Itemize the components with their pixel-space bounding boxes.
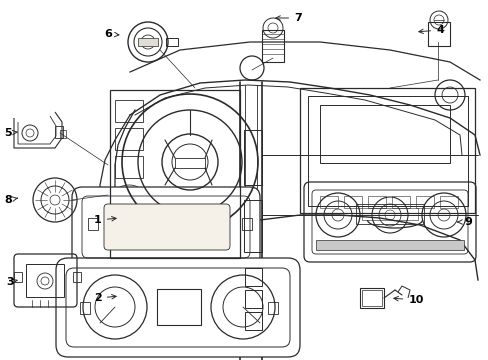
Bar (138, 38, 158, 46)
Text: 8: 8 (4, 195, 18, 205)
Bar (244, 130, 262, 185)
Bar (244, 290, 262, 308)
Text: 5: 5 (4, 128, 18, 138)
Text: 3: 3 (6, 277, 17, 287)
Bar (88, 218, 98, 230)
Bar (60, 130, 66, 138)
Bar (244, 200, 262, 252)
Bar (115, 100, 142, 122)
Bar (115, 156, 142, 178)
Bar (367, 196, 385, 208)
Bar (55, 126, 63, 138)
Bar (73, 272, 81, 282)
Bar (361, 290, 381, 306)
Bar (110, 90, 240, 258)
Bar (165, 38, 178, 46)
Text: 4: 4 (418, 25, 443, 35)
Bar (115, 128, 142, 150)
Text: 1: 1 (94, 215, 116, 225)
Bar (14, 272, 22, 282)
Bar (315, 240, 463, 250)
Bar (299, 88, 474, 213)
Bar (319, 196, 337, 208)
Bar (267, 302, 278, 314)
Bar (355, 204, 423, 224)
Bar (427, 22, 449, 46)
Bar (439, 196, 457, 208)
Bar (26, 264, 64, 297)
Bar (391, 196, 409, 208)
Bar (244, 312, 262, 330)
Text: 2: 2 (94, 293, 116, 303)
Bar (157, 289, 201, 325)
Bar (80, 302, 90, 314)
Bar (361, 208, 417, 220)
Bar (307, 96, 467, 206)
Bar (343, 196, 361, 208)
Bar (262, 30, 284, 62)
Bar (242, 218, 251, 230)
Bar (244, 268, 262, 286)
Text: 9: 9 (457, 217, 471, 227)
Text: 6: 6 (104, 29, 119, 39)
Bar (319, 105, 449, 163)
Text: 10: 10 (393, 295, 423, 305)
Bar (415, 196, 433, 208)
FancyBboxPatch shape (72, 187, 260, 267)
FancyBboxPatch shape (56, 258, 299, 357)
Text: 7: 7 (275, 13, 301, 23)
FancyBboxPatch shape (104, 204, 229, 250)
Bar (359, 288, 383, 308)
